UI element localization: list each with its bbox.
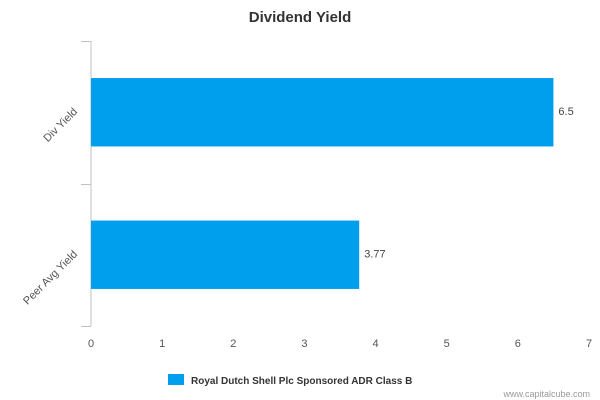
x-tick-label: 0 [88, 338, 94, 350]
x-tick-label: 3 [301, 338, 307, 350]
x-tick-label: 1 [159, 338, 165, 350]
legend-swatch [168, 374, 184, 385]
x-tick-label: 7 [586, 338, 592, 350]
data-label: 3.77 [364, 249, 385, 261]
bar-div-yield [91, 78, 554, 147]
credit-text: www.capitalcube.com [502, 389, 590, 399]
x-tick-label: 5 [444, 338, 450, 350]
category-label: Peer Avg Yield [21, 248, 80, 307]
bar-layer: 6.5 3.77 [91, 78, 574, 289]
x-tick-label: 4 [373, 338, 379, 350]
category-label: Div Yield [41, 106, 80, 145]
x-tick-label: 2 [230, 338, 236, 350]
chart-title: Dividend Yield [249, 9, 352, 26]
data-label: 6.5 [558, 106, 573, 118]
x-tick-label: 6 [515, 338, 521, 350]
bar-peer-avg-yield [91, 220, 360, 289]
legend-label: Royal Dutch Shell Plc Sponsored ADR Clas… [191, 376, 412, 387]
legend: Royal Dutch Shell Plc Sponsored ADR Clas… [168, 374, 412, 387]
